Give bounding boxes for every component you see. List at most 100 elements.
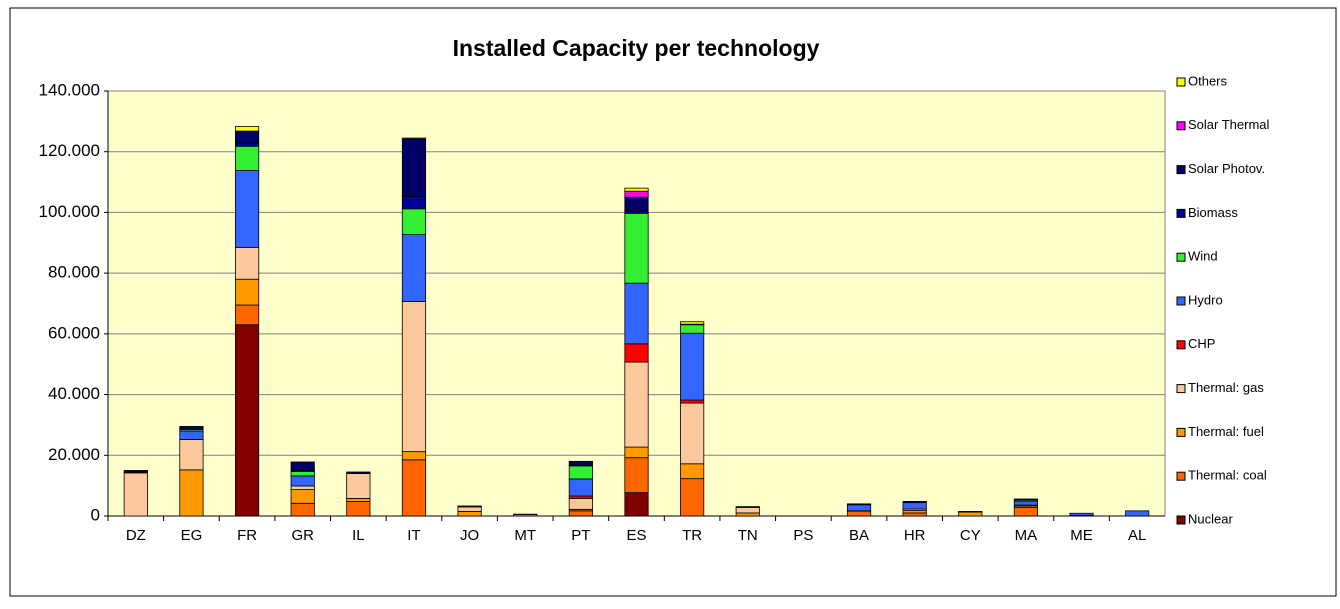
x-tick-label: IT <box>407 527 420 544</box>
x-tick-label: MT <box>514 527 536 544</box>
bar-segment <box>124 473 147 516</box>
bar-segment <box>347 498 370 501</box>
legend-swatch <box>1177 297 1185 305</box>
bar-segment <box>402 452 425 460</box>
bar-segment <box>680 479 703 516</box>
x-tick-label: ME <box>1070 527 1093 544</box>
bar-segment <box>569 511 592 516</box>
bar-segment <box>180 470 203 516</box>
bar-segment <box>625 191 648 197</box>
legend-label: Nuclear <box>1188 511 1233 526</box>
y-tick-label: 0 <box>91 505 100 524</box>
bar-segment <box>180 431 203 440</box>
chart-title: Installed Capacity per technology <box>453 35 820 61</box>
legend-label: Thermal: fuel <box>1188 424 1264 439</box>
y-tick-label: 120.000 <box>39 141 100 160</box>
bar-segment <box>1014 508 1037 517</box>
bar-segment <box>402 460 425 516</box>
bar-segment <box>569 461 592 465</box>
bar-segment <box>235 305 258 325</box>
bar-segment <box>680 464 703 479</box>
bar-segment <box>625 197 648 211</box>
bar-segment <box>180 440 203 470</box>
x-tick-label: CY <box>960 527 981 544</box>
x-tick-label: FR <box>237 527 257 544</box>
bar-segment <box>347 501 370 516</box>
bar-segment <box>291 476 314 486</box>
bar-segment <box>847 511 870 516</box>
legend-swatch <box>1177 516 1185 524</box>
x-tick-label: EG <box>181 527 203 544</box>
bar-segment <box>569 466 592 479</box>
bar-segment <box>235 131 258 143</box>
bar-segment <box>402 138 425 139</box>
legend-swatch <box>1177 78 1185 86</box>
bar-segment <box>1126 511 1149 516</box>
bar-segment <box>625 362 648 447</box>
bar-segment <box>458 511 481 516</box>
legend-swatch <box>1177 209 1185 217</box>
bar-segment <box>569 498 592 509</box>
bar-segment <box>124 470 147 472</box>
bar-segment <box>903 503 926 509</box>
x-tick-label: PS <box>793 527 813 544</box>
bar-segment <box>625 283 648 344</box>
bar-segment <box>235 143 258 146</box>
bar-segment <box>235 247 258 279</box>
bar-segment <box>291 490 314 504</box>
bar-segment <box>402 301 425 451</box>
bar-segment <box>680 322 703 324</box>
x-tick-label: BA <box>849 527 869 544</box>
y-tick-label: 60.000 <box>48 323 100 342</box>
bar-segment <box>1014 501 1037 505</box>
legend-label: Solar Thermal <box>1188 117 1270 132</box>
x-tick-label: IL <box>352 527 365 544</box>
legend-label: Hydro <box>1188 292 1223 307</box>
bar-segment <box>402 209 425 235</box>
legend-swatch <box>1177 122 1185 130</box>
bar-segment <box>235 146 258 170</box>
bar-segment <box>458 507 481 512</box>
legend-swatch <box>1177 341 1185 349</box>
bar-segment <box>736 508 759 513</box>
x-tick-label: MA <box>1015 527 1038 544</box>
bar-segment <box>847 505 870 511</box>
bar-segment <box>680 400 703 403</box>
bar-segment <box>625 188 648 191</box>
bar-segment <box>625 447 648 458</box>
bar-segment <box>625 458 648 493</box>
bar-segment <box>180 426 203 429</box>
bar-segment <box>291 471 314 476</box>
bar-segment <box>291 486 314 490</box>
legend-swatch <box>1177 472 1185 480</box>
bar-segment <box>402 139 425 197</box>
y-tick-label: 140.000 <box>39 80 100 99</box>
bar-segment <box>347 472 370 474</box>
legend-label: Thermal: gas <box>1188 380 1264 395</box>
bar-segment <box>235 127 258 132</box>
x-tick-label: JO <box>460 527 479 544</box>
legend-label: Biomass <box>1188 205 1238 220</box>
bar-segment <box>680 325 703 334</box>
bar-segment <box>736 507 759 508</box>
x-tick-label: DZ <box>126 527 146 544</box>
legend-label: Solar Photov. <box>1188 161 1265 176</box>
x-tick-label: TR <box>682 527 702 544</box>
legend-label: CHP <box>1188 336 1215 351</box>
bar-segment <box>458 506 481 507</box>
bar-segment <box>235 279 258 305</box>
x-tick-label: GR <box>291 527 314 544</box>
bar-segment <box>235 325 258 516</box>
bar-segment <box>680 403 703 464</box>
bar-segment <box>903 501 926 502</box>
legend-swatch <box>1177 253 1185 261</box>
x-tick-label: PT <box>571 527 590 544</box>
bar-segment <box>347 474 370 499</box>
legend-label: Thermal: coal <box>1188 468 1267 483</box>
x-tick-label: TN <box>738 527 758 544</box>
bar-segment <box>680 333 703 400</box>
legend-label: Wind <box>1188 249 1218 264</box>
y-tick-label: 100.000 <box>39 202 100 221</box>
bar-segment <box>959 512 982 516</box>
bar-segment <box>402 235 425 302</box>
